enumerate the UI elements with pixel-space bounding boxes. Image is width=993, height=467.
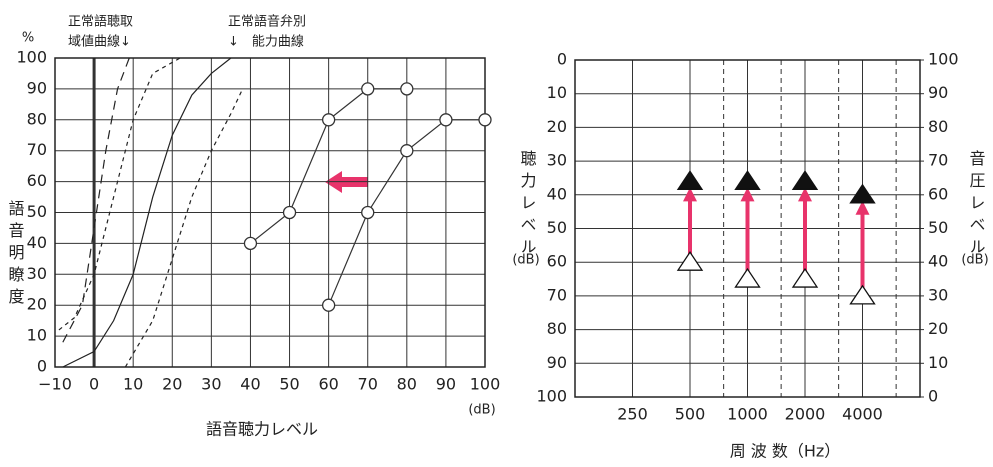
annotation: 正常語聴取 [68,14,133,30]
triangle-marker [676,170,704,190]
annotation: 正常語音弁別 [228,14,306,30]
reference-curve [62,57,232,368]
y-tick-label: 70 [547,285,567,304]
point [439,113,453,127]
y-tick-label: 10 [27,326,47,345]
x-title: 語音聴力レベル [206,420,318,439]
triangle-marker [849,284,876,305]
y-tick-label: 80 [27,109,47,128]
x-tick-label: 1000 [727,405,768,424]
x-tick-label: 500 [675,405,706,424]
y2-tick-label: 100 [928,50,959,69]
y2-tick-label: 60 [928,184,948,203]
point [282,205,297,220]
plot-frame [574,59,921,398]
x-tick-label: 40 [240,375,260,394]
y-tick-label: 60 [27,171,47,190]
x-tick-label: 4000 [842,405,883,424]
y2-tick-label: 40 [928,252,948,271]
shift-arrow-head [855,200,870,215]
y-tick-label: 20 [27,295,47,314]
point [243,236,258,251]
point [361,205,375,220]
x-tick-label: 20 [162,375,182,394]
y2-title: 音圧レベル [967,150,986,260]
x-tick-label: 90 [436,375,456,394]
y-unit: (dB) [512,253,539,268]
y2-tick-label: 50 [928,218,948,237]
shift-arrow-head [798,187,812,202]
y-unit: % [22,31,34,46]
y-tick-label: 30 [547,151,567,170]
x-tick-label: 80 [397,375,417,394]
y-tick-label: 60 [547,252,567,271]
y-tick-label: 70 [27,140,47,159]
annotation: 域値曲線↓ [68,34,131,50]
triangle-marker [676,251,704,271]
y-tick-label: 40 [27,233,47,252]
y-tick-label: 80 [547,319,567,338]
x-title: 周 波 数（Hz） [730,442,841,461]
x-tick-label: −10 [38,375,72,394]
point [478,113,492,127]
y2-unit: (dB) [961,253,988,268]
triangle-marker [791,267,819,288]
reference-curve [58,57,181,331]
y2-tick-label: 70 [928,151,948,170]
y-tick-label: 50 [27,202,47,221]
triangle-marker [849,183,876,204]
y2-tick-label: 30 [928,285,948,304]
y2-tick-label: 20 [928,319,948,338]
y-tick-label: 0 [557,50,567,69]
y-title: 語音明瞭度 [6,200,25,310]
x-tick-label: 70 [358,375,378,394]
y-tick-label: 10 [547,83,567,102]
reference-curve [124,88,244,368]
y-tick-label: 50 [547,218,567,237]
triangle-marker [791,170,819,190]
y2-tick-label: 80 [928,117,948,136]
triangle-marker [734,170,761,190]
x-tick-label: 30 [201,375,221,394]
x-tick-label: 50 [279,375,299,394]
y2-tick-label: 90 [928,83,948,102]
point [400,82,414,96]
y-tick-label: 90 [547,353,567,372]
y-tick-label: 100 [536,387,567,406]
x-tick-label: 250 [617,405,648,424]
triangle-marker [734,267,761,288]
x-tick-label: 2000 [785,405,826,424]
point [361,82,375,96]
x-tick-label: 100 [470,375,501,394]
plot-frame [54,57,486,368]
point [321,113,336,127]
y-title: 聴力レベル [518,150,537,260]
y-tick-label: 20 [547,117,567,136]
y-tick-label: 0 [37,357,47,376]
y-tick-label: 30 [27,264,47,283]
y-tick-label: 40 [547,184,567,203]
point [321,298,336,312]
y2-tick-label: 10 [928,353,948,372]
x-tick-label: 0 [89,375,99,394]
y-tick-label: 100 [16,48,47,67]
x-unit: (dB) [468,403,495,418]
y-tick-label: 90 [27,78,47,97]
x-tick-label: 10 [123,375,143,394]
shift-arrow-head [740,187,755,202]
point [400,144,414,158]
reference-curve [62,57,130,343]
x-tick-label: 60 [318,375,338,394]
y2-tick-label: 0 [928,387,938,406]
shift-arrow-head [683,187,697,202]
annotation: ↓ 能力曲線 [228,34,304,50]
